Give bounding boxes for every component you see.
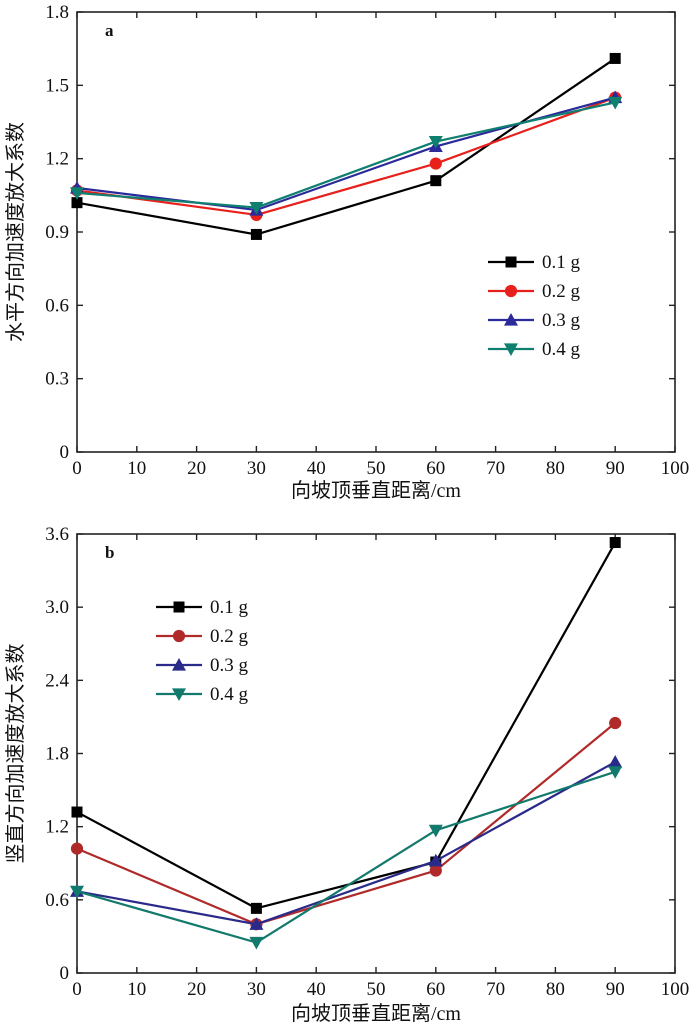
x-axis-title: 向坡顶垂直距离/cm — [291, 479, 461, 502]
x-tick-label: 90 — [606, 979, 625, 1000]
y-tick-label: 0 — [60, 963, 70, 984]
y-tick-label: 3.6 — [45, 524, 69, 545]
x-tick-label: 0 — [72, 458, 82, 479]
x-tick-label: 80 — [546, 458, 565, 479]
legend-marker — [505, 256, 517, 268]
data-point — [429, 157, 442, 170]
series-0-4g — [70, 766, 623, 950]
y-axis-title: 竖直方向加速度放大系数 — [4, 644, 27, 864]
legend-label: 0.2 g — [210, 626, 249, 647]
series-line — [76, 101, 616, 209]
y-tick-label: 0.3 — [45, 369, 69, 390]
legend-marker — [504, 284, 518, 298]
legend-label: 0.4 g — [542, 339, 581, 360]
series-line — [76, 541, 617, 910]
x-tick-label: 50 — [367, 458, 386, 479]
x-tick-label: 40 — [307, 979, 326, 1000]
data-point — [428, 853, 443, 867]
y-tick-label: 0.9 — [45, 222, 69, 243]
data-point — [609, 537, 621, 549]
y-tick-label: 1.8 — [45, 2, 69, 23]
series-0-3g — [70, 755, 623, 930]
x-tick-label: 20 — [187, 979, 206, 1000]
data-point — [71, 197, 83, 209]
y-tick-label: 1.8 — [45, 744, 69, 765]
series-line — [76, 57, 616, 236]
series-0-1g — [71, 52, 621, 240]
x-tick-label: 90 — [606, 458, 625, 479]
x-tick-label: 100 — [661, 458, 690, 479]
data-point — [608, 96, 623, 110]
data-point — [609, 716, 622, 730]
series-line — [76, 770, 616, 944]
data-point — [250, 228, 262, 240]
y-tick-label: 0.6 — [45, 890, 69, 911]
data-point — [71, 806, 83, 818]
x-tick-label: 60 — [426, 458, 445, 479]
x-tick-label: 0 — [72, 979, 82, 1000]
x-tick-label: 20 — [187, 458, 206, 479]
x-tick-label: 30 — [247, 979, 266, 1000]
x-tick-label: 60 — [426, 979, 445, 1000]
y-tick-label: 3.0 — [45, 597, 69, 618]
series-line — [76, 761, 616, 926]
legend-label: 0.1 g — [210, 597, 249, 618]
series-0-1g — [71, 537, 621, 914]
legend: 0.1 g 0.2 g 0.3 g 0.4 g — [488, 252, 581, 360]
x-tick-label: 80 — [546, 979, 565, 1000]
legend-marker — [172, 658, 186, 671]
data-point — [428, 135, 443, 149]
y-tick-label: 0 — [60, 442, 70, 463]
data-point — [70, 842, 84, 855]
x-tick-label: 100 — [661, 979, 690, 1000]
y-tick-label: 0.6 — [45, 295, 69, 316]
data-point — [429, 864, 442, 877]
data-point — [70, 885, 84, 899]
data-point — [430, 175, 442, 187]
y-tick-label: 1.2 — [45, 149, 69, 170]
data-point — [250, 902, 262, 914]
data-point — [249, 936, 264, 950]
data-point — [609, 52, 621, 64]
legend-label: 0.2 g — [542, 281, 581, 302]
series-0-2g — [70, 716, 622, 931]
data-point — [428, 824, 443, 838]
data-point — [249, 917, 264, 930]
legend-label: 0.3 g — [210, 655, 249, 676]
legend-marker — [172, 629, 186, 643]
x-tick-label: 50 — [367, 979, 386, 1000]
legend: 0.1 g 0.2 g 0.3 g 0.4 g — [156, 597, 249, 705]
series-line — [76, 722, 616, 926]
panel-label: a — [105, 21, 114, 40]
legend-marker — [173, 601, 185, 613]
chart-panel-a: 0 10 20 30 40 50 60 70 80 90 100 0 0.3 0.6 0.9 1.2 1.5 1.… — [4, 2, 689, 502]
series-0-4g — [70, 96, 623, 215]
data-point — [249, 201, 264, 215]
panel-label: b — [105, 543, 114, 562]
x-axis-title: 向坡顶垂直距离/cm — [291, 1002, 461, 1025]
y-tick-label: 1.2 — [45, 817, 69, 838]
x-tick-label: 70 — [486, 979, 505, 1000]
chart-panel-b: 0 10 20 30 40 50 60 70 80 90 100 0 0.6 1.2 1.8 2.4 3.0 3.… — [4, 524, 689, 1025]
y-tick-label: 1.5 — [45, 75, 69, 96]
legend-label: 0.1 g — [542, 252, 581, 273]
data-point — [70, 187, 84, 200]
x-tick-label: 40 — [307, 458, 326, 479]
x-tick-label: 10 — [127, 979, 146, 1000]
series-line — [76, 96, 616, 216]
legend-marker — [172, 688, 186, 701]
legend-label: 0.4 g — [210, 684, 249, 705]
legend-marker — [504, 313, 518, 326]
data-point — [608, 766, 623, 779]
x-tick-label: 30 — [247, 458, 266, 479]
data-point — [608, 755, 623, 768]
x-tick-label: 70 — [486, 458, 505, 479]
legend-label: 0.3 g — [542, 310, 581, 331]
legend-marker — [504, 343, 518, 356]
x-tick-label: 10 — [127, 458, 146, 479]
y-tick-label: 2.4 — [45, 670, 69, 691]
y-axis-title: 水平方向加速度放大系数 — [4, 122, 27, 342]
